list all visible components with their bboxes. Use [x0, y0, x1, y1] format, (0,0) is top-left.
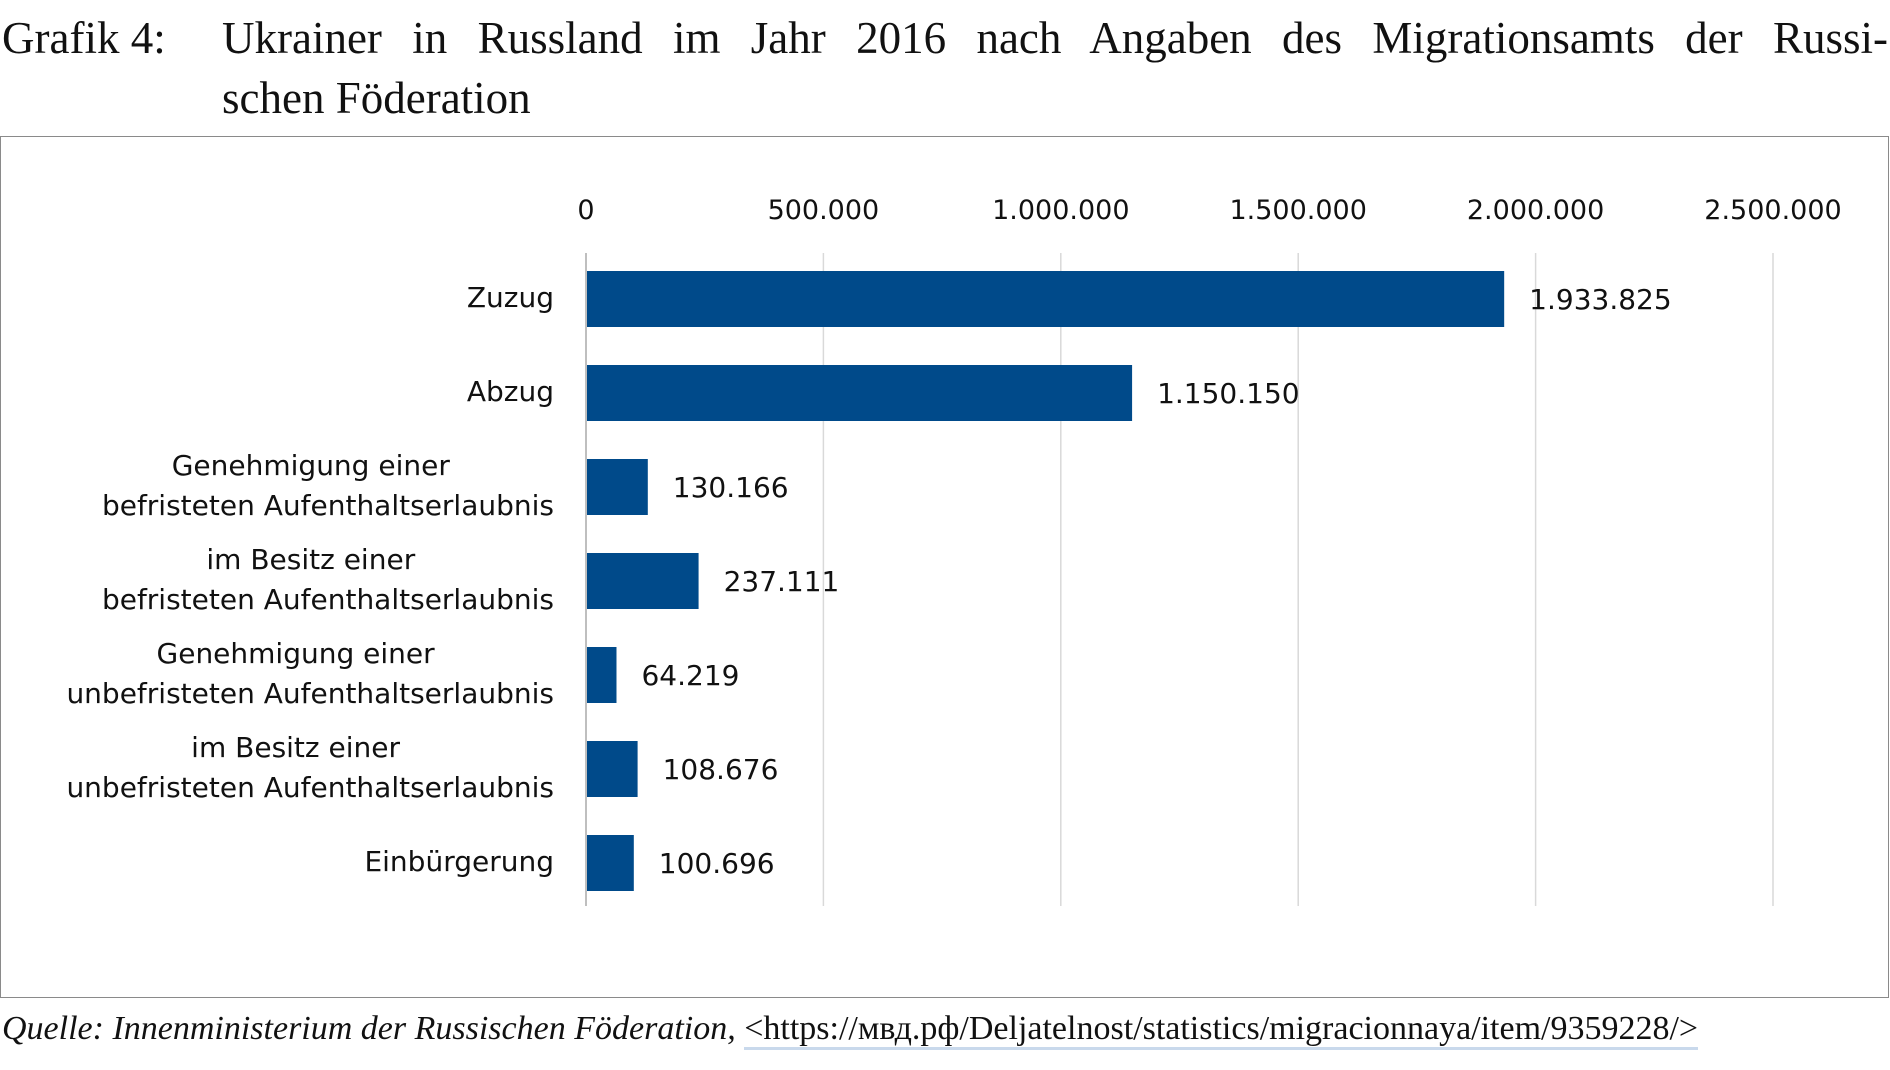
data-label: 1.933.825	[1529, 283, 1672, 316]
category-label: befristeten Aufenthaltserlaubnis	[102, 489, 554, 522]
category-label: Einbürgerung	[364, 845, 554, 878]
title-line-2: schen Föderation	[222, 73, 531, 123]
category-label: Abzug	[467, 375, 554, 408]
tick-label: 1.500.000	[1229, 195, 1366, 226]
bar	[587, 835, 634, 891]
data-label: 64.219	[641, 659, 739, 692]
tick-label: 1.000.000	[992, 195, 1129, 226]
category-label: unbefristeten Aufenthaltserlaubnis	[66, 771, 554, 804]
tick-label: 0	[577, 195, 594, 226]
title-line-1: Ukrainer in Russland im Jahr 2016 nach A…	[222, 13, 1888, 63]
bar	[587, 741, 638, 797]
tick-label: 2.000.000	[1467, 195, 1604, 226]
tick-label: 500.000	[768, 195, 880, 226]
category-label: befristeten Aufenthaltserlaubnis	[102, 583, 554, 616]
source-note: Quelle: Innenministerium der Russischen …	[2, 1010, 1699, 1050]
data-label: 237.111	[724, 565, 840, 598]
category-label: im Besitz einer	[206, 543, 415, 576]
figure-number: Grafik 4:	[2, 13, 166, 63]
bar	[587, 459, 648, 515]
bar	[587, 553, 699, 609]
category-label: Genehmigung einer	[172, 449, 451, 482]
data-label: 1.150.150	[1157, 377, 1300, 410]
bar	[587, 271, 1505, 327]
bar	[587, 365, 1133, 421]
source-label: Quelle: Innenministerium der Russischen …	[2, 1010, 736, 1047]
category-label: Zuzug	[467, 281, 554, 314]
data-label: 108.676	[663, 753, 779, 786]
tick-label: 2.500.000	[1704, 195, 1841, 226]
category-label: unbefristeten Aufenthaltserlaubnis	[66, 677, 554, 710]
category-label: im Besitz einer	[191, 731, 400, 764]
category-label: Genehmigung einer	[157, 637, 436, 670]
data-label: 130.166	[673, 471, 789, 504]
data-label: 100.696	[659, 847, 775, 880]
source-link[interactable]: <https://мвд.рф/Deljatelnost/statistics/…	[744, 1010, 1699, 1050]
chart-frame	[0, 136, 1889, 998]
bar	[587, 647, 617, 703]
